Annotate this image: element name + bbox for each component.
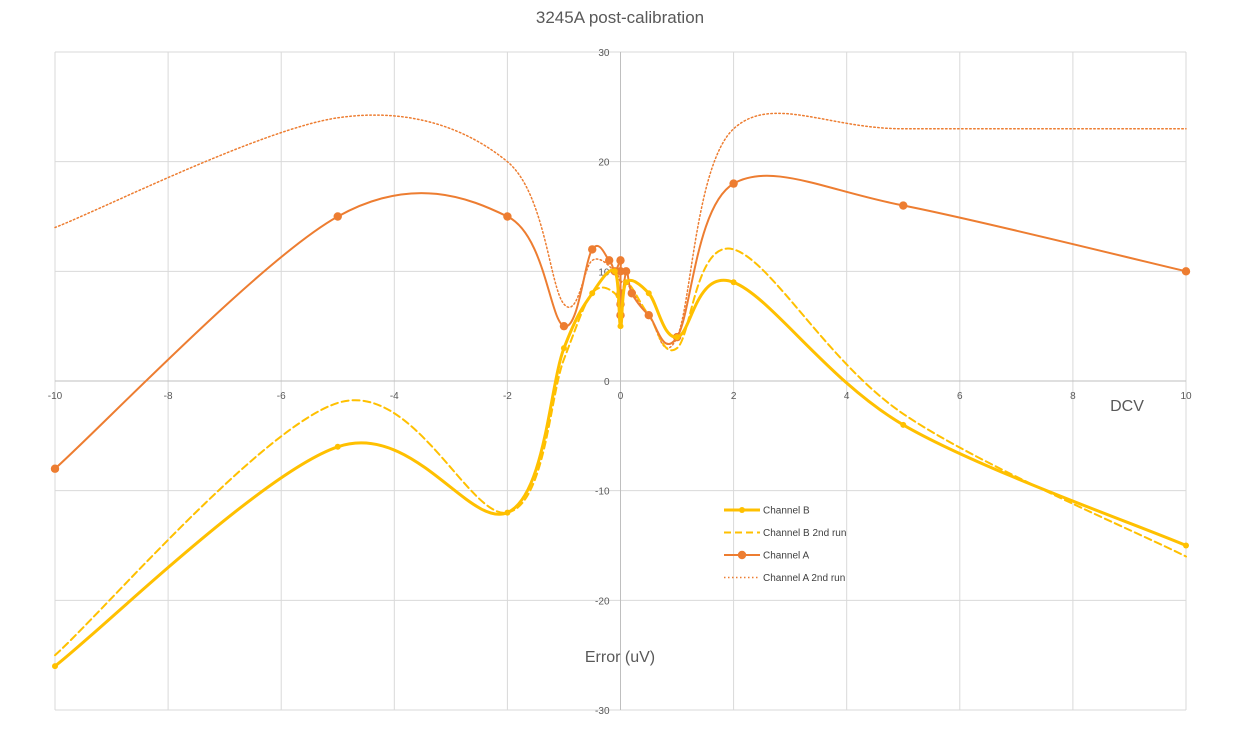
data-point <box>900 421 907 428</box>
legend-item: Channel B 2nd run <box>724 528 846 539</box>
x-tick-label: 4 <box>844 391 850 402</box>
data-point <box>50 464 60 473</box>
legend-marker <box>737 550 747 560</box>
legend-label: Channel B <box>763 506 810 517</box>
data-point <box>617 323 624 330</box>
data-point <box>604 256 614 265</box>
data-point <box>560 345 567 352</box>
y-axis-title: Error (uV) <box>585 649 655 666</box>
y-tick-label: 20 <box>598 158 610 169</box>
data-point <box>730 279 737 286</box>
data-point <box>52 663 58 670</box>
y-tick-label: -30 <box>595 706 610 717</box>
legend-label: Channel A <box>763 551 809 562</box>
x-tick-label: -4 <box>390 391 399 402</box>
legend-label: Channel B 2nd run <box>763 528 846 539</box>
legend-marker <box>739 507 745 513</box>
x-tick-label: 0 <box>618 391 624 402</box>
data-point <box>1183 542 1189 549</box>
data-point <box>729 179 738 188</box>
data-point <box>899 201 908 210</box>
y-tick-label: 10 <box>598 267 610 278</box>
legend: Channel B Channel B 2nd run Channel A Chann… <box>724 506 846 584</box>
x-tick-label: -10 <box>48 391 63 402</box>
data-point <box>503 212 512 221</box>
series-layer <box>50 112 1191 670</box>
y-tick-labels: 30 20 10 0 -10 -20 -30 <box>595 48 610 717</box>
legend-item: Channel A <box>724 551 809 562</box>
data-point <box>627 289 637 298</box>
data-point <box>611 268 618 275</box>
x-tick-label: 2 <box>731 391 737 402</box>
series-channel-a-2nd-run <box>54 112 1187 349</box>
x-tick-labels: -10 -8 -6 -4 -2 0 2 4 6 8 10 <box>48 391 1192 402</box>
x-tick-label: 6 <box>957 391 963 402</box>
data-point <box>559 321 569 331</box>
legend-label: Channel A 2nd run <box>763 573 845 584</box>
x-axis-title: DCV <box>1110 398 1144 415</box>
series-channel-b <box>52 268 1189 670</box>
data-point <box>623 279 630 286</box>
data-point <box>616 256 625 265</box>
data-point <box>644 311 653 320</box>
data-point <box>333 212 342 221</box>
data-point <box>621 267 631 276</box>
chart-title: 3245A post-calibration <box>536 8 704 27</box>
legend-item: Channel B <box>724 506 810 517</box>
x-tick-label: -2 <box>503 391 512 402</box>
axes <box>55 52 1186 710</box>
y-tick-label: 30 <box>598 48 610 59</box>
series-line <box>54 112 1187 349</box>
x-tick-label: 8 <box>1070 391 1076 402</box>
data-point <box>589 290 596 297</box>
data-point <box>504 509 511 516</box>
y-tick-label: -20 <box>595 596 610 607</box>
x-tick-label: -8 <box>164 391 173 402</box>
data-point <box>1181 267 1191 276</box>
data-point <box>334 443 341 450</box>
data-point <box>645 290 652 297</box>
legend-item: Channel A 2nd run <box>724 573 845 584</box>
y-tick-label: 0 <box>604 377 610 388</box>
y-tick-label: -10 <box>595 487 610 498</box>
x-tick-label: 10 <box>1180 391 1192 402</box>
data-point <box>674 334 681 341</box>
x-tick-label: -6 <box>277 391 286 402</box>
data-point <box>588 245 597 254</box>
